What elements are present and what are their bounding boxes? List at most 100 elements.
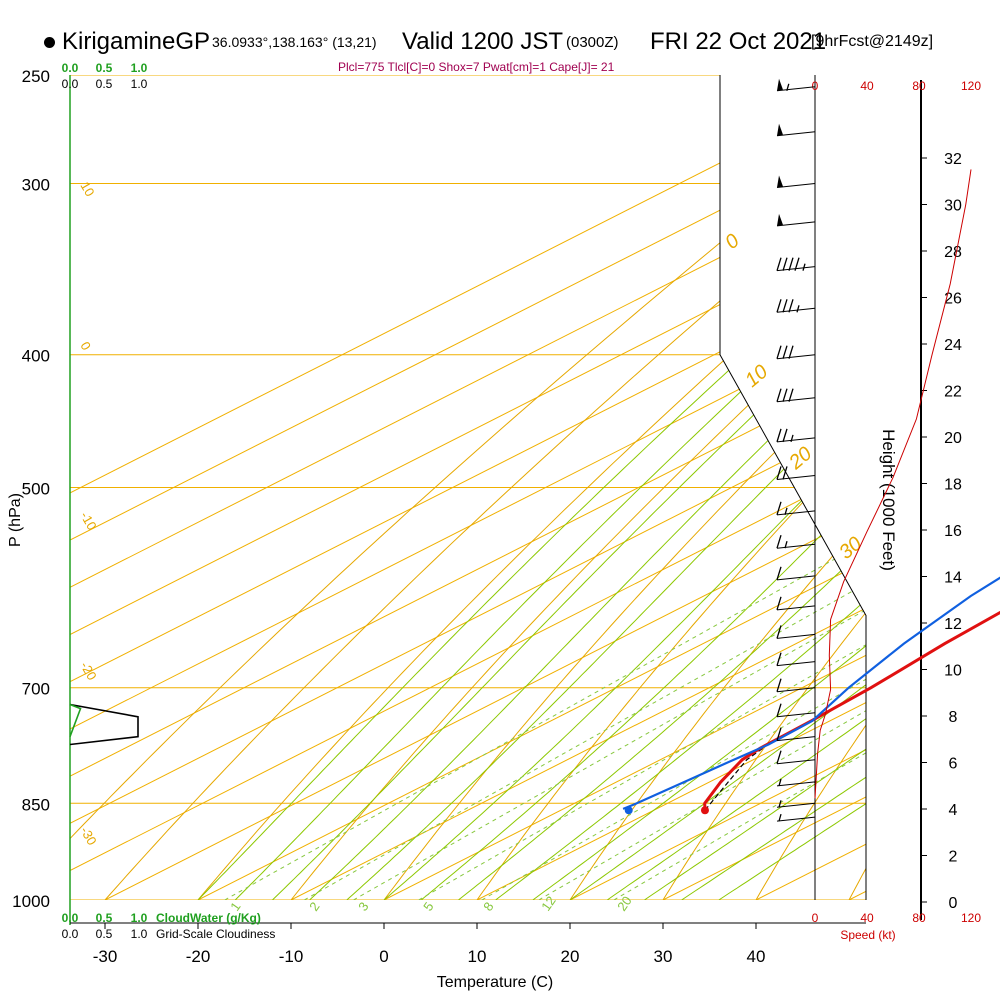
cloudiness-tick-bottom: 0.0 — [62, 927, 79, 941]
moist-adiabat-label: 10 — [741, 361, 772, 392]
height-tick-label: 24 — [944, 337, 962, 354]
wind-barb-shaft — [776, 816, 816, 822]
wind-barb-flag — [776, 501, 782, 516]
wind-barb-shaft — [776, 86, 816, 92]
mixing-ratio-label: 3 — [355, 899, 371, 914]
dry-adiabat-label: 10 — [77, 179, 97, 199]
height-axis-title: Height (1000 Feet) — [879, 429, 898, 571]
wind-barb — [776, 727, 816, 742]
wind-barb — [776, 625, 816, 639]
wind-barb-flag — [776, 678, 782, 692]
cloudiness-tick-bottom: 1.0 — [131, 927, 148, 941]
wind-barb-shaft — [776, 736, 816, 742]
height-tick-label: 18 — [944, 477, 962, 494]
speed-tick-label-top: 80 — [912, 79, 926, 93]
wind-barb-half-flag — [796, 305, 800, 313]
wind-barb-shaft — [776, 661, 816, 667]
wind-barb-half-flag — [784, 507, 788, 516]
site-name: KirigamineGP — [62, 28, 211, 55]
isotherm — [383, 75, 866, 900]
wind-barb-flag — [776, 345, 782, 359]
wind-barb-flag — [776, 257, 782, 271]
dry-adiabat-label: -10 — [77, 509, 99, 533]
wind-barb-shaft — [776, 510, 816, 516]
wind-barb-flag — [788, 345, 794, 359]
height-tick-label: 28 — [944, 244, 962, 261]
wind-barb-shaft — [776, 605, 816, 611]
plot-right-border — [719, 75, 867, 900]
wind-barb-flag — [776, 703, 782, 717]
wind-barbs — [776, 78, 816, 822]
wind-barb-shaft — [776, 633, 816, 639]
dry-adiabat — [104, 75, 866, 900]
speed-tick-label-top: 0 — [812, 79, 819, 93]
pressure-tick-label: 850 — [22, 795, 50, 814]
temperature-tick-label: 20 — [561, 947, 580, 966]
x-axis-title: Temperature (C) — [437, 974, 553, 991]
site-coords: 36.0933°,138.163° (13,21) — [212, 34, 377, 50]
wind-barb — [776, 596, 816, 611]
wind-barb-flag — [782, 299, 788, 313]
cloudiness-tick-top: 1.0 — [131, 77, 148, 91]
cloudwater-tick-bottom: 0.5 — [96, 911, 113, 925]
moist-adiabat — [681, 75, 866, 900]
cloudiness-tick-top: 0.0 — [62, 77, 79, 91]
mixing-ratio-line — [538, 354, 866, 900]
wind-barb — [776, 750, 816, 765]
wind-barb-shaft — [776, 131, 816, 137]
wind-barb-shaft — [776, 781, 816, 787]
moist-adiabat — [458, 75, 866, 900]
height-tick-label: 30 — [944, 198, 962, 215]
cloudwater-profile — [69, 703, 82, 737]
isotherm — [70, 75, 866, 900]
wind-barb-flag — [776, 299, 782, 313]
wind-barb-flag — [776, 388, 782, 402]
speed-tick-label-bottom: 80 — [912, 911, 926, 925]
height-tick-label: 20 — [944, 430, 962, 447]
speed-tick-label-bottom: 120 — [961, 911, 981, 925]
wind-barb-flag — [776, 566, 782, 581]
isotherm — [70, 75, 866, 900]
wind-barb — [776, 800, 816, 808]
valid-time-utc: (0300Z) — [566, 34, 619, 51]
temperature-tick-label: -20 — [186, 947, 211, 966]
wind-barb-flag — [776, 750, 782, 764]
moist-adiabat — [718, 75, 866, 900]
valid-time: Valid 1200 JST — [402, 28, 563, 55]
wind-barb-shaft — [776, 687, 816, 693]
moist-adiabat-label: 0 — [721, 230, 744, 254]
wind-barb — [776, 257, 816, 272]
wind-barb-shaft — [776, 759, 816, 765]
pressure-tick-label: 500 — [22, 480, 50, 499]
wind-barb-shaft — [776, 712, 816, 718]
pressure-tick-label: 700 — [22, 680, 50, 699]
temperature-tick-label: 40 — [747, 947, 766, 966]
wind-barb — [776, 813, 816, 822]
wind-barb-half-flag — [790, 434, 794, 443]
temperature-tick-label: -30 — [93, 947, 118, 966]
wind-barb-flag — [776, 466, 782, 480]
isotherm — [290, 75, 866, 900]
cloudwater-tick-top: 0.5 — [96, 61, 113, 75]
height-tick-label: 8 — [949, 709, 958, 726]
cloudwater-tick-bottom: 1.0 — [131, 911, 148, 925]
isotherm — [848, 75, 866, 900]
wind-barb-shaft — [776, 543, 816, 549]
pressure-tick-label: 300 — [22, 176, 50, 195]
height-tick-label: 22 — [944, 384, 962, 401]
wind-barb-pennant — [777, 175, 783, 188]
speed-tick-label-bottom: 40 — [860, 911, 874, 925]
wind-barb-flag — [776, 625, 782, 639]
dewpoint-profile — [622, 576, 1000, 810]
moist-adiabat-label: 30 — [835, 533, 866, 564]
isotherm — [70, 75, 866, 900]
wind-barb-shaft — [776, 802, 816, 808]
wind-barb-shaft — [776, 183, 816, 188]
height-tick-label: 14 — [944, 570, 962, 587]
dry-adiabat — [848, 75, 866, 900]
moist-adiabat — [532, 75, 866, 900]
wind-barb-flag — [782, 428, 788, 443]
wind-barb-half-flag — [778, 778, 782, 787]
height-tick-label: 32 — [944, 151, 962, 168]
